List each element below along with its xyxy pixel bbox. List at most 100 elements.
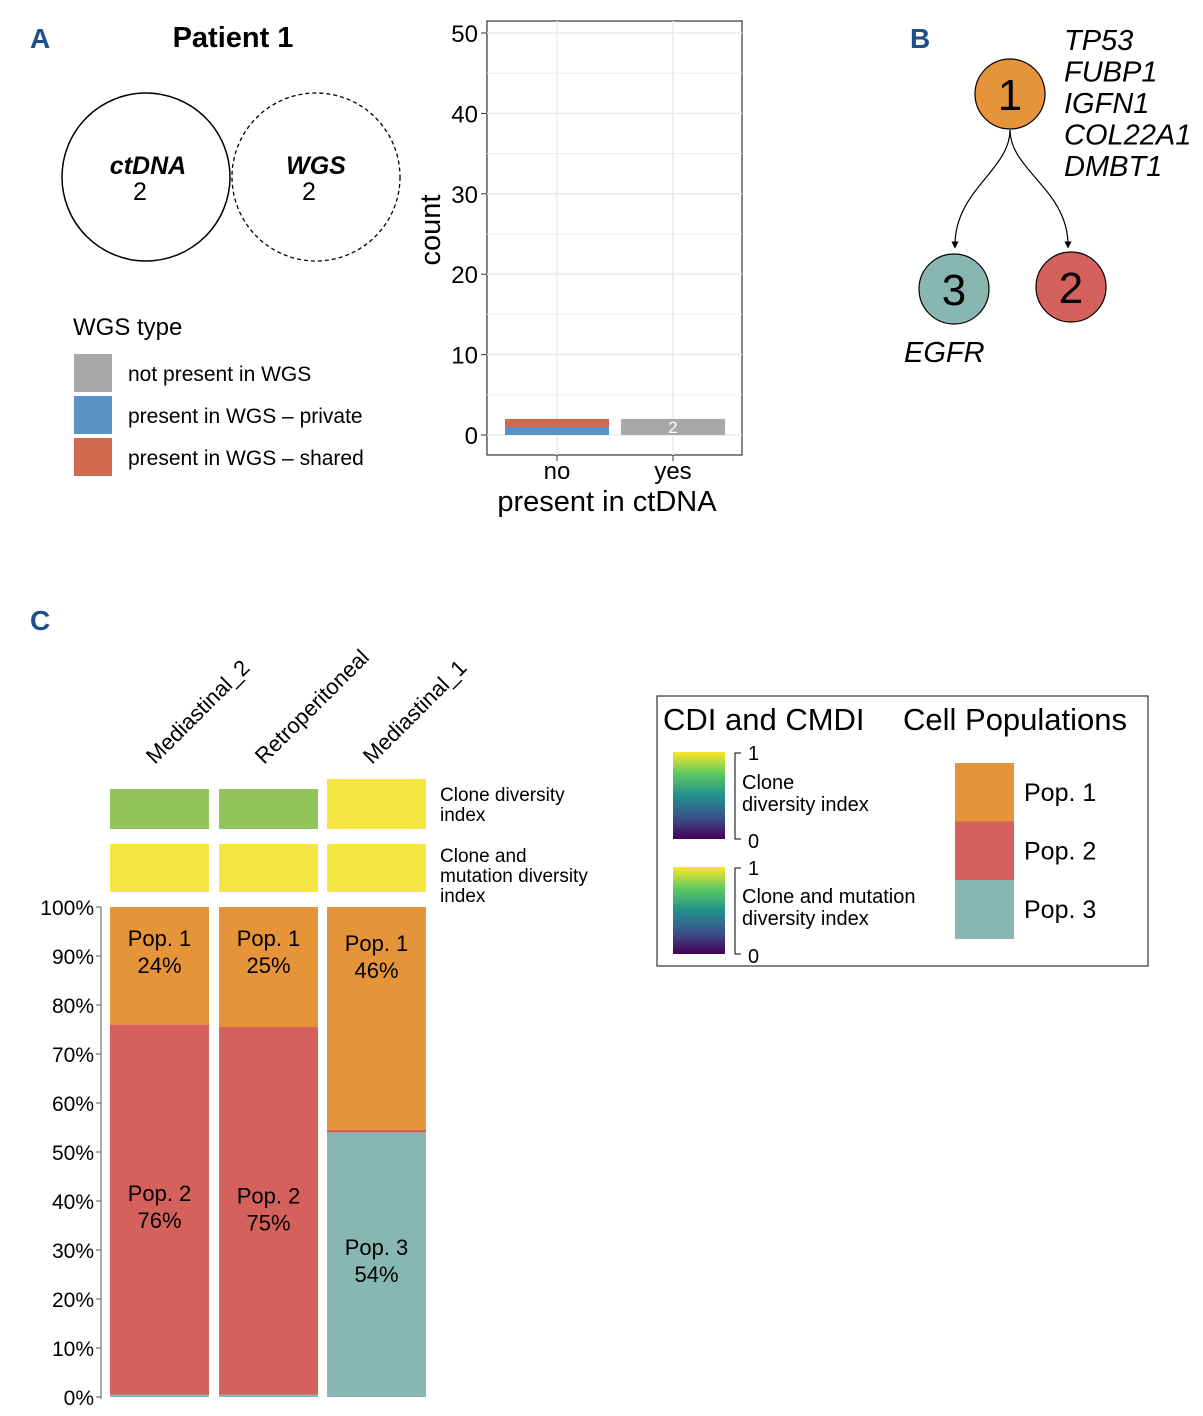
bar-a-ytick-label: 50 — [451, 21, 478, 48]
tree-gene-egfr: EGFR — [904, 337, 985, 369]
wgs-legend-swatch — [74, 354, 112, 392]
cmdi-label-1: Clone and mutation — [742, 886, 915, 908]
venn-ctdna-circle — [61, 92, 231, 262]
bar-c-segment-pct: 24% — [137, 953, 181, 978]
legend-c-title-left: CDI and CMDI — [663, 702, 865, 737]
tree-edge-1-2 — [1009, 129, 1072, 249]
bar-c-segment-label: Pop. 1 — [237, 926, 301, 951]
cmdi-min: 0 — [748, 946, 759, 968]
heat-row-label: index — [440, 886, 486, 907]
wgs-legend-label: present in WGS – shared — [128, 447, 364, 470]
cmdi-max: 1 — [748, 858, 759, 880]
heat-tile — [219, 789, 318, 829]
venn-ctdna-label: ctDNA — [110, 152, 186, 180]
bar-c-category-label: Mediastinal_1 — [358, 655, 472, 769]
panel-label-a: A — [30, 23, 50, 54]
heat-row-label: Clone and — [440, 846, 527, 867]
tree-edge-1-3 — [951, 129, 1011, 249]
venn-title: Patient 1 — [173, 22, 294, 54]
pop-legend-swatch — [955, 821, 1014, 881]
bar-c-segment — [219, 1027, 318, 1395]
tree-node-2-label: 2 — [1059, 264, 1083, 313]
tree-gene-label: COL22A1 — [1064, 120, 1191, 152]
bar-a-xtick-label: yes — [654, 458, 691, 485]
wgs-legend-label: not present in WGS — [128, 363, 311, 386]
pop-legend-label: Pop. 3 — [1024, 896, 1096, 924]
tree-gene-label: FUBP1 — [1064, 57, 1157, 89]
tree-node-3-label: 3 — [942, 266, 966, 315]
bar-c-ytick-label: 100% — [40, 897, 94, 920]
bar-a-plot-area — [486, 20, 743, 456]
pop-legend-swatch — [955, 763, 1014, 822]
cdi-bracket — [734, 752, 741, 840]
wgs-legend-title: WGS type — [73, 314, 182, 341]
bar-c-ytick-label: 0% — [64, 1387, 94, 1410]
bar-c-segment — [110, 907, 209, 1025]
bar-c-segment-label: Pop. 2 — [237, 1183, 301, 1208]
bar-c-segment — [219, 907, 318, 1028]
wgs-legend-swatch — [74, 438, 112, 476]
bar-c-category-label: Mediastinal_2 — [141, 655, 255, 769]
bar-c-ytick-label: 30% — [52, 1240, 94, 1263]
bar-a-ytick-label: 30 — [451, 182, 478, 209]
legend-c-box — [656, 695, 1149, 967]
bar-c-ytick-label: 10% — [52, 1338, 94, 1361]
bar-c-ytick-label: 20% — [52, 1289, 94, 1312]
pop-legend-label: Pop. 1 — [1024, 779, 1096, 807]
bar-a-ylabel: count — [415, 195, 447, 266]
pop-legend-label: Pop. 2 — [1024, 838, 1096, 866]
wgs-legend-swatch — [74, 396, 112, 434]
tree-node-1 — [974, 58, 1046, 130]
heat-row-label: mutation diversity — [440, 866, 588, 887]
legend-c-title-right: Cell Populations — [903, 702, 1127, 737]
bar-a-xlabel: present in ctDNA — [497, 486, 717, 518]
tree-gene-label: TP53 — [1064, 25, 1133, 57]
bar-c-segment-label: Pop. 1 — [345, 931, 409, 956]
bar-c-segment — [327, 1129, 426, 1133]
bar-c-category-label: Retroperitoneal — [250, 644, 374, 768]
venn-wgs-count: 2 — [302, 178, 316, 206]
bar-a-data-label: 2 — [668, 418, 677, 437]
legend-c: CDI and CMDI Cell Populations 1 0 Clone … — [656, 695, 1149, 968]
bar-c-segment-pct: 76% — [137, 1208, 181, 1233]
bar-c-segment — [110, 1394, 209, 1397]
bar-c-ytick-label: 90% — [52, 946, 94, 969]
bar-a-segment — [621, 418, 725, 435]
bar-a-ytick-label: 20 — [451, 262, 478, 289]
bar-c-segment — [219, 1394, 318, 1397]
tree-node-1-label: 1 — [998, 71, 1022, 120]
tree-gene-label: DMBT1 — [1064, 151, 1162, 183]
bar-c-ytick-label: 50% — [52, 1142, 94, 1165]
cdi-colorbar — [673, 752, 725, 839]
heat-tile — [110, 789, 209, 829]
heat-tile — [327, 779, 426, 829]
bar-c-ytick-label: 70% — [52, 1044, 94, 1067]
bar-a-ytick-label: 0 — [465, 423, 478, 450]
panel-label-b: B — [910, 23, 930, 54]
bar-c-segment-label: Pop. 1 — [128, 926, 192, 951]
cmdi-bracket — [734, 867, 741, 955]
pop-legend-swatch — [955, 880, 1014, 939]
bar-c-segment-label: Pop. 3 — [345, 1235, 409, 1260]
cdi-label-1: Clone — [742, 772, 794, 794]
bar-c-ytick-label: 80% — [52, 995, 94, 1018]
bar-c-segment — [327, 907, 426, 1130]
heat-tile — [219, 844, 318, 892]
bar-a-xtick-label: no — [544, 458, 571, 485]
bar-c-ytick-label: 40% — [52, 1191, 94, 1214]
bar-a-segment — [505, 426, 609, 435]
bar-c-segment — [110, 1024, 209, 1395]
bar-a-ytick-label: 10 — [451, 343, 478, 370]
venn-ctdna-count: 2 — [133, 178, 147, 206]
panel-label-c: C — [30, 605, 50, 636]
cdi-label-2: diversity index — [742, 794, 869, 816]
bar-c-segment-label: Pop. 2 — [128, 1181, 192, 1206]
cmdi-colorbar — [673, 867, 725, 954]
heat-row-label: Clone diversity — [440, 785, 565, 806]
cdi-max: 1 — [748, 743, 759, 765]
cmdi-label-2: diversity index — [742, 908, 869, 930]
heat-row-label: index — [440, 805, 486, 826]
wgs-legend-label: present in WGS – private — [128, 405, 363, 428]
venn-wgs-circle — [231, 92, 401, 262]
